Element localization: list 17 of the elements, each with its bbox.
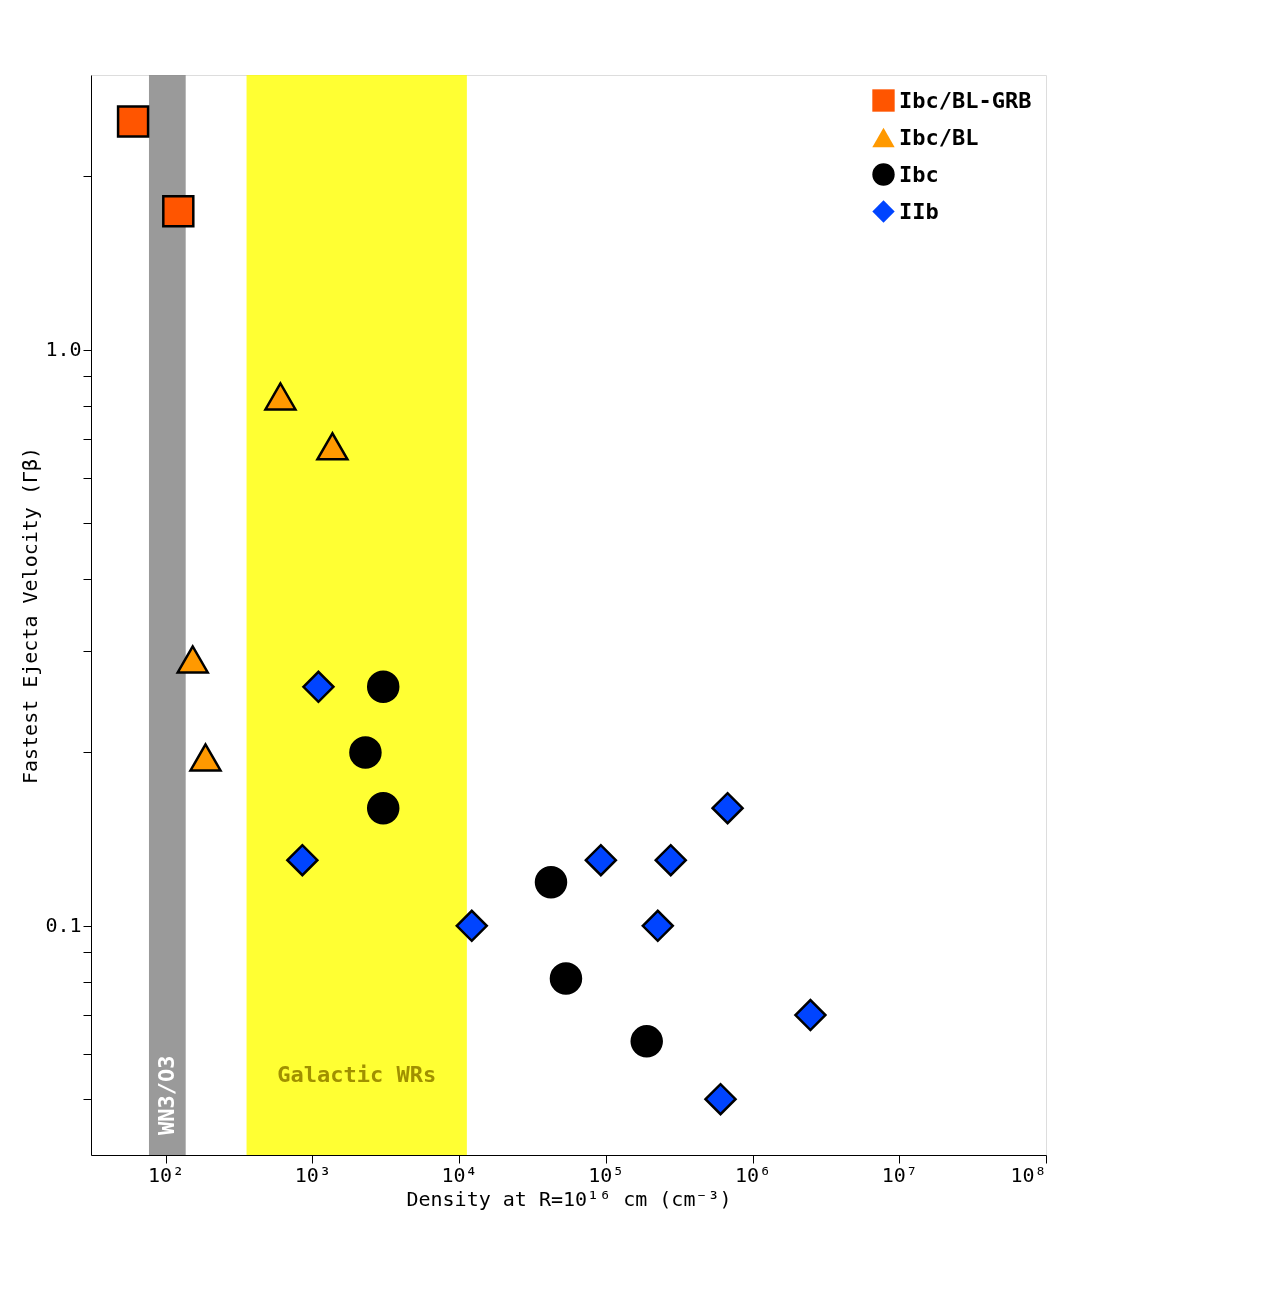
band-label: WN3/O3 bbox=[154, 1055, 180, 1135]
band-label: Galactic WRs bbox=[277, 1062, 437, 1087]
legend-label: IIb bbox=[899, 198, 939, 224]
x-axis-title: Density at R=10¹⁶ cm (cm⁻³) bbox=[406, 1186, 732, 1211]
legend-label: Ibc/BL bbox=[899, 124, 979, 150]
x-tick-label: 10⁵ bbox=[588, 1162, 625, 1187]
y-tick-label: 1.0 bbox=[45, 337, 82, 362]
y-tick-label: 0.1 bbox=[45, 913, 82, 938]
x-tick-label: 10⁸ bbox=[1010, 1162, 1047, 1187]
x-tick-label: 10⁷ bbox=[881, 1162, 918, 1187]
legend-label: Ibc bbox=[899, 161, 939, 187]
x-tick-label: 10⁶ bbox=[734, 1162, 772, 1187]
x-tick-label: 10² bbox=[148, 1162, 185, 1187]
x-tick-label: 10³ bbox=[294, 1162, 331, 1187]
x-tick-label: 10⁴ bbox=[441, 1162, 478, 1187]
y-axis-title: Fastest Ejecta Velocity (Γβ) bbox=[18, 446, 43, 785]
legend-label: Ibc/BL-GRB bbox=[899, 87, 1032, 113]
